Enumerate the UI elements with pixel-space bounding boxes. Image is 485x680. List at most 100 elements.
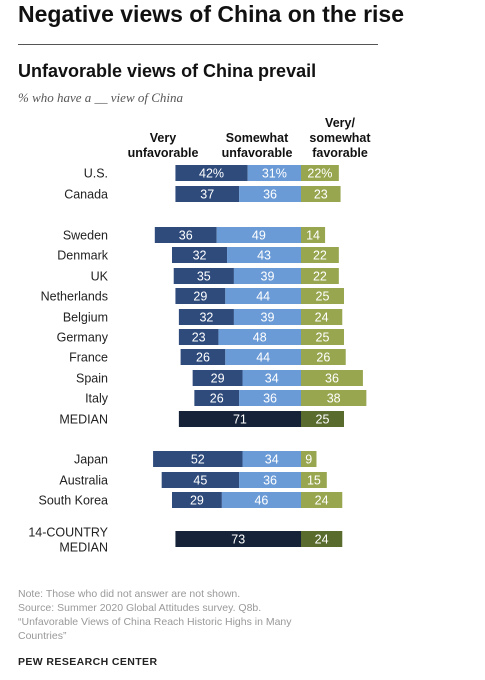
- bar-median-unfavorable: [178, 411, 301, 427]
- bar-france-very-unfavorable: [180, 349, 226, 365]
- value-label-germany-favorable: 25: [316, 331, 330, 345]
- bar-denmark-somewhat-unfavorable: [227, 247, 301, 263]
- bar-australia-somewhat-unfavorable: [239, 472, 301, 488]
- bar-germany-somewhat-unfavorable: [218, 329, 301, 345]
- bar-median-favorable: [301, 411, 344, 427]
- bar-denmark-favorable: [301, 247, 339, 263]
- category-label-sweden: Sweden: [63, 229, 108, 243]
- value-label-sweden-very-unfavorable: 36: [179, 229, 193, 243]
- bar-netherlands-very-unfavorable: [175, 288, 226, 304]
- category-label-belgium: Belgium: [63, 311, 108, 325]
- value-label-spain-favorable: 36: [325, 372, 339, 386]
- bar-spain-very-unfavorable: [192, 370, 243, 386]
- value-label-italy-somewhat-unfavorable: 36: [263, 392, 277, 406]
- organization-name: PEW RESEARCH CENTER: [18, 656, 158, 668]
- value-label-canada-very-unfavorable: 37: [200, 188, 214, 202]
- value-label-germany-somewhat-unfavorable: 48: [253, 331, 267, 345]
- value-label-netherlands-somewhat-unfavorable: 44: [256, 290, 270, 304]
- category-label-italy: Italy: [85, 392, 109, 406]
- bar-australia-very-unfavorable: [161, 472, 240, 488]
- bar-japan-somewhat-unfavorable: [242, 451, 301, 467]
- bar-denmark-very-unfavorable: [172, 247, 228, 263]
- value-label-belgium-very-unfavorable: 32: [199, 311, 213, 325]
- category-label-australia: Australia: [59, 474, 108, 488]
- stacked-bar-chart: U.S. 42% 31% 22% Canada 37 36 23 Sweden 36 49 14 Den…: [28, 165, 367, 555]
- value-label-australia-very-unfavorable: 45: [193, 474, 207, 488]
- bar-germany-favorable: [301, 329, 344, 345]
- category-label-u-s: U.S.: [84, 167, 108, 181]
- category-label-germany: Germany: [57, 331, 109, 345]
- value-label-14-country-median-unfavorable: 73: [231, 533, 245, 547]
- category-label-canada: Canada: [64, 188, 108, 202]
- bar-germany-very-unfavorable: [178, 329, 219, 345]
- bar-australia-favorable: [301, 472, 327, 488]
- bar-uk-somewhat-unfavorable: [233, 268, 301, 284]
- bar-uk-favorable: [301, 268, 339, 284]
- value-label-denmark-somewhat-unfavorable: 43: [257, 249, 271, 263]
- value-label-japan-very-unfavorable: 52: [191, 453, 205, 467]
- title-divider: [18, 44, 378, 45]
- report-title-line2: Countries”: [18, 630, 67, 642]
- category-label-14-country-median: 14-COUNTRY MEDIAN: [28, 526, 108, 555]
- value-label-south-korea-favorable: 24: [315, 494, 329, 508]
- value-label-u-s-somewhat-unfavorable: 31%: [262, 167, 287, 181]
- value-label-australia-somewhat-unfavorable: 36: [263, 474, 277, 488]
- bar-u-s-favorable: [301, 165, 339, 181]
- bar-sweden-favorable: [301, 227, 326, 243]
- bar-south-korea-favorable: [301, 492, 343, 508]
- headline: Negative views of China on the rise: [18, 1, 404, 27]
- bar-belgium-favorable: [301, 309, 343, 325]
- bar-uk-very-unfavorable: [173, 268, 234, 284]
- category-label-netherlands: Netherlands: [41, 290, 108, 304]
- value-label-italy-very-unfavorable: 26: [210, 392, 224, 406]
- source-text: Source: Summer 2020 Global Attitudes sur…: [18, 602, 262, 614]
- value-label-median-unfavorable: 71: [233, 413, 247, 427]
- value-label-spain-somewhat-unfavorable: 34: [265, 372, 279, 386]
- category-label-denmark: Denmark: [57, 249, 108, 263]
- bar-sweden-very-unfavorable: [154, 227, 217, 243]
- bar-south-korea-somewhat-unfavorable: [221, 492, 301, 508]
- value-label-south-korea-somewhat-unfavorable: 46: [254, 494, 268, 508]
- bar-france-somewhat-unfavorable: [225, 349, 301, 365]
- value-label-denmark-favorable: 22: [313, 249, 327, 263]
- value-label-italy-favorable: 38: [327, 392, 341, 406]
- value-label-japan-favorable: 9: [305, 453, 312, 467]
- bar-u-s-very-unfavorable: [175, 165, 248, 181]
- bar-u-s-somewhat-unfavorable: [247, 165, 301, 181]
- value-label-japan-somewhat-unfavorable: 34: [265, 453, 279, 467]
- category-label-france: France: [69, 351, 108, 365]
- category-label-median: MEDIAN: [59, 413, 108, 427]
- value-label-spain-very-unfavorable: 29: [211, 372, 225, 386]
- bar-japan-very-unfavorable: [153, 451, 243, 467]
- value-label-germany-very-unfavorable: 23: [192, 331, 206, 345]
- bar-belgium-somewhat-unfavorable: [233, 309, 301, 325]
- value-label-france-favorable: 26: [316, 351, 330, 365]
- column-header-favorable: Very/somewhat favorable: [309, 116, 371, 160]
- value-label-14-country-median-favorable: 24: [315, 533, 329, 547]
- bar-14-country-median-favorable: [301, 531, 343, 547]
- bar-belgium-very-unfavorable: [178, 309, 234, 325]
- value-label-median-favorable: 25: [316, 413, 330, 427]
- value-label-australia-favorable: 15: [307, 474, 321, 488]
- value-label-uk-favorable: 22: [313, 270, 327, 284]
- value-label-south-korea-very-unfavorable: 29: [190, 494, 204, 508]
- value-label-belgium-somewhat-unfavorable: 39: [261, 311, 275, 325]
- value-label-sweden-favorable: 14: [306, 229, 320, 243]
- value-label-france-very-unfavorable: 26: [196, 351, 210, 365]
- value-label-netherlands-very-unfavorable: 29: [193, 290, 207, 304]
- value-label-canada-somewhat-unfavorable: 36: [263, 188, 277, 202]
- bar-italy-favorable: [301, 390, 367, 406]
- chart-title: Unfavorable views of China prevail: [18, 61, 317, 81]
- category-label-japan: Japan: [74, 453, 108, 467]
- bar-canada-very-unfavorable: [175, 186, 240, 202]
- value-label-uk-very-unfavorable: 35: [197, 270, 211, 284]
- category-label-south-korea: South Korea: [39, 494, 109, 508]
- value-label-netherlands-favorable: 25: [316, 290, 330, 304]
- bar-france-favorable: [301, 349, 346, 365]
- column-header-somewhat-unfavorable: Somewhat unfavorable: [221, 131, 293, 160]
- value-label-sweden-somewhat-unfavorable: 49: [252, 229, 266, 243]
- value-label-denmark-very-unfavorable: 32: [193, 249, 207, 263]
- column-header-very-unfavorable: Very unfavorable: [127, 131, 199, 160]
- bar-sweden-somewhat-unfavorable: [216, 227, 301, 243]
- category-label-uk: UK: [91, 270, 109, 284]
